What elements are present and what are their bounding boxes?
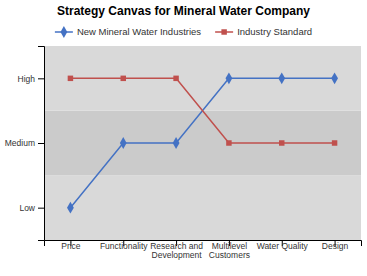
x-tick-label-line: Development [152, 250, 203, 260]
x-tick-label-line: Design [322, 241, 349, 251]
title: Strategy Canvas for Mineral Water Compan… [57, 4, 310, 18]
x-tick: Water Quality [257, 240, 309, 251]
series-marker [173, 137, 180, 149]
x-tick: Price [61, 240, 81, 251]
y-tick: Low [19, 203, 44, 213]
plot: Price FunctionalityResearch andDevelopmen… [5, 46, 362, 260]
y-tick-label: Low [19, 203, 35, 213]
series-marker [121, 76, 126, 81]
plot-area [44, 46, 361, 240]
series-marker [120, 137, 127, 149]
series-line [70, 78, 334, 143]
x-tick-label: Functionality [100, 241, 148, 251]
y-tick-mark [38, 143, 44, 144]
chart: Price FunctionalityResearch andDevelopmen… [0, 0, 367, 276]
series-marker [332, 140, 337, 145]
series-marker [278, 72, 285, 84]
x-tick-label: Price [61, 241, 81, 251]
y-tick: High [18, 74, 44, 84]
series-line [70, 78, 334, 207]
band [44, 175, 361, 240]
y-tick-label: High [18, 74, 36, 84]
series-marker [173, 76, 178, 81]
x-axis: Price FunctionalityResearch andDevelopmen… [45, 240, 362, 260]
series-marker [67, 202, 74, 214]
y-axis: Low Medium High [5, 47, 45, 241]
x-tick-label-line: Customers [209, 250, 250, 260]
x-tick-label: Water Quality [257, 241, 309, 251]
series-marker [331, 72, 338, 84]
series-marker [226, 72, 233, 84]
legend-swatch-marker [60, 26, 67, 38]
y-axis-line [38, 47, 45, 241]
y-tick-label: Medium [5, 138, 35, 148]
x-tick-label: Research andDevelopment [150, 241, 203, 260]
y-tick: Medium [5, 138, 44, 148]
x-tick-label-line: Functionality [100, 241, 148, 251]
x-tick: Research andDevelopment [150, 240, 203, 260]
legend-swatch-marker [221, 29, 226, 34]
x-tick-label-line: Water Quality [257, 241, 309, 251]
x-tick: Functionality [100, 240, 148, 251]
legend-item: Industry Standard [215, 26, 312, 37]
y-tick-mark [38, 208, 44, 209]
legend-label: Industry Standard [237, 26, 312, 37]
x-tick-label-line: Price [61, 241, 81, 251]
legend-item: New Mineral Water Industries [55, 26, 201, 38]
series [67, 72, 338, 213]
x-tick: Design [322, 240, 349, 251]
x-tick-label: Design [322, 241, 349, 251]
series-marker [226, 140, 231, 145]
x-tick-label: MultilevelCustomers [209, 241, 250, 260]
series-marker [279, 140, 284, 145]
x-tick: MultilevelCustomers [209, 240, 250, 260]
legend: New Mineral Water Industries Industry Sta… [55, 26, 312, 38]
series [68, 76, 338, 146]
y-tick-mark [38, 78, 44, 79]
legend-label: New Mineral Water Industries [77, 26, 201, 37]
series-marker [68, 76, 73, 81]
